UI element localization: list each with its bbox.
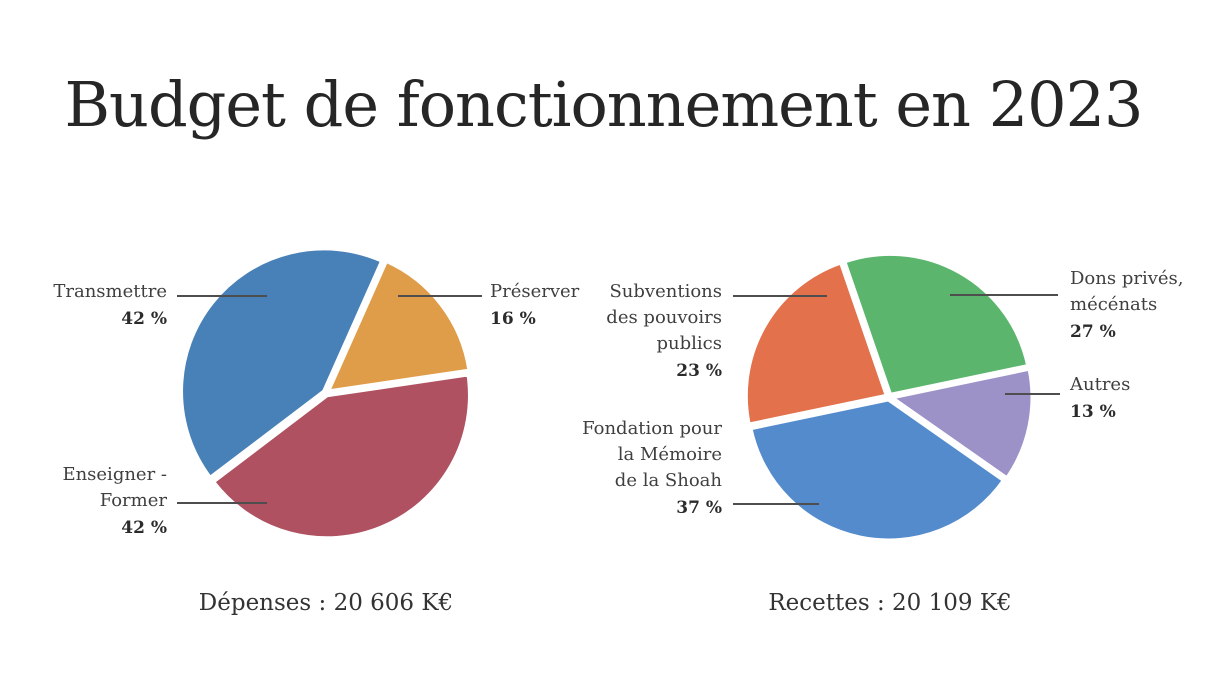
page-title: Budget de fonctionnement en 2023 (64, 68, 1144, 141)
callout-label: Autres (1070, 374, 1131, 395)
callout-label: Transmettre (53, 281, 167, 302)
leader-line-dons-prives (950, 294, 1058, 296)
leader-line-fondation (733, 503, 819, 505)
pie-slice-fondation-pour-la-memoire-de-la-shoah (748, 397, 1006, 543)
callout-pct: 13 % (1070, 402, 1116, 422)
callout-pct: 37 % (676, 498, 722, 518)
callout-pct: 42 % (121, 309, 167, 329)
leader-line-subventions (733, 295, 827, 297)
callout-pct: 16 % (490, 309, 536, 329)
callout-label: Fondation pour la Mémoire de la Shoah (582, 418, 722, 491)
callout-enseigner-former: Enseigner - Former 42 % (20, 462, 167, 541)
callout-pct: 23 % (676, 361, 722, 381)
callout-label: Subventions des pouvoirs publics (606, 281, 722, 354)
pie-chart-depenses (179, 246, 472, 541)
pie-slice-autres (889, 366, 1035, 481)
pie-slice-transmettre (179, 246, 385, 480)
caption-recettes: Recettes : 20 109 K€ (768, 590, 1012, 616)
callout-label: Préserver (490, 281, 580, 302)
callout-autres: Autres 13 % (1070, 372, 1205, 425)
pie-slice-dons-prives-mecenats (842, 251, 1031, 397)
pie-chart-recettes (743, 251, 1035, 543)
caption-depenses: Dépenses : 20 606 K€ (198, 590, 454, 616)
callout-label: Enseigner - Former (62, 464, 167, 511)
leader-line-autres (1005, 393, 1060, 395)
callout-pct: 42 % (121, 518, 167, 538)
pie-slice-subventions-des-pouvoirs-publics (743, 260, 889, 427)
leader-line-preserver (398, 295, 482, 297)
callout-pct: 27 % (1070, 322, 1116, 342)
callout-dons-prives: Dons privés, mécénats 27 % (1070, 266, 1205, 345)
pie-slice-enseigner-former (211, 372, 472, 541)
callout-subventions: Subventions des pouvoirs publics 23 % (572, 279, 722, 384)
callout-label: Dons privés, mécénats (1070, 268, 1184, 315)
pie-slice-preserver (325, 258, 472, 394)
leader-line-enseigner-former (177, 502, 267, 504)
callout-transmettre: Transmettre 42 % (20, 279, 167, 332)
leader-line-transmettre (177, 295, 267, 297)
callout-fondation: Fondation pour la Mémoire de la Shoah 37… (572, 416, 722, 521)
callout-preserver: Préserver 16 % (490, 279, 640, 332)
